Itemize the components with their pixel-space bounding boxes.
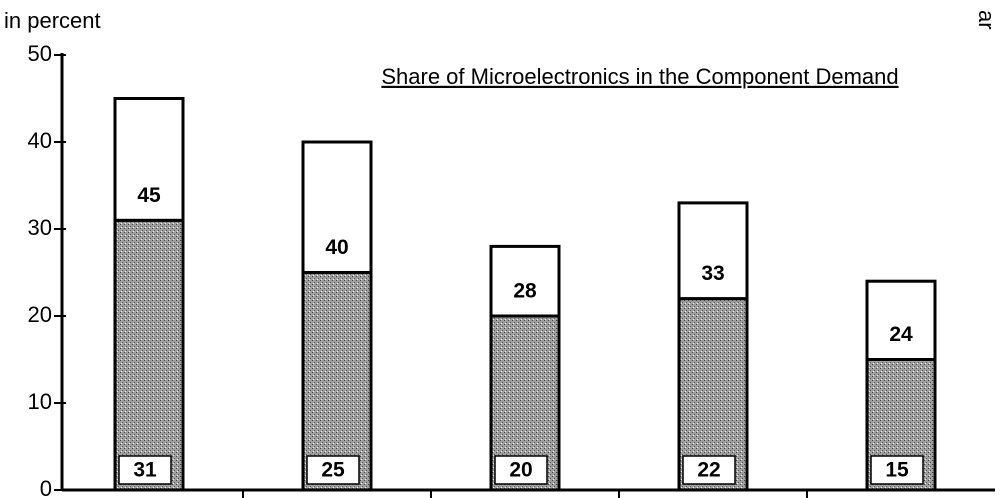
y-tick-label: 10 bbox=[28, 389, 52, 414]
bar-segment bbox=[677, 201, 749, 301]
y-tick-label: 40 bbox=[28, 128, 52, 153]
value-label: 22 bbox=[697, 459, 720, 482]
label-box bbox=[118, 455, 172, 485]
value-label: 15 bbox=[885, 459, 909, 482]
total-label: 45 bbox=[137, 184, 161, 207]
value-label: 31 bbox=[133, 459, 157, 482]
corner-text: ar bbox=[974, 10, 999, 30]
total-label: 28 bbox=[513, 280, 537, 303]
label-box bbox=[682, 455, 736, 485]
y-tick-label: 20 bbox=[28, 302, 52, 327]
y-tick-label: 50 bbox=[28, 41, 52, 66]
value-label: 20 bbox=[509, 459, 532, 482]
total-label: 40 bbox=[325, 236, 348, 259]
label-box bbox=[306, 455, 360, 485]
bar-segment bbox=[301, 140, 373, 274]
chart-title: Share of Microelectronics in the Compone… bbox=[381, 64, 898, 89]
total-label: 33 bbox=[701, 262, 724, 285]
total-label: 24 bbox=[889, 323, 913, 346]
bar-segment bbox=[489, 244, 561, 318]
y-tick-label: 0 bbox=[40, 476, 52, 498]
label-box bbox=[494, 455, 548, 485]
y-axis-label: in percent bbox=[4, 8, 101, 33]
value-label: 25 bbox=[321, 459, 345, 482]
bar-segment bbox=[865, 279, 937, 362]
bar-segment bbox=[113, 97, 185, 222]
y-tick-label: 30 bbox=[28, 215, 52, 240]
bar-segment bbox=[113, 218, 185, 492]
label-box bbox=[870, 455, 924, 485]
